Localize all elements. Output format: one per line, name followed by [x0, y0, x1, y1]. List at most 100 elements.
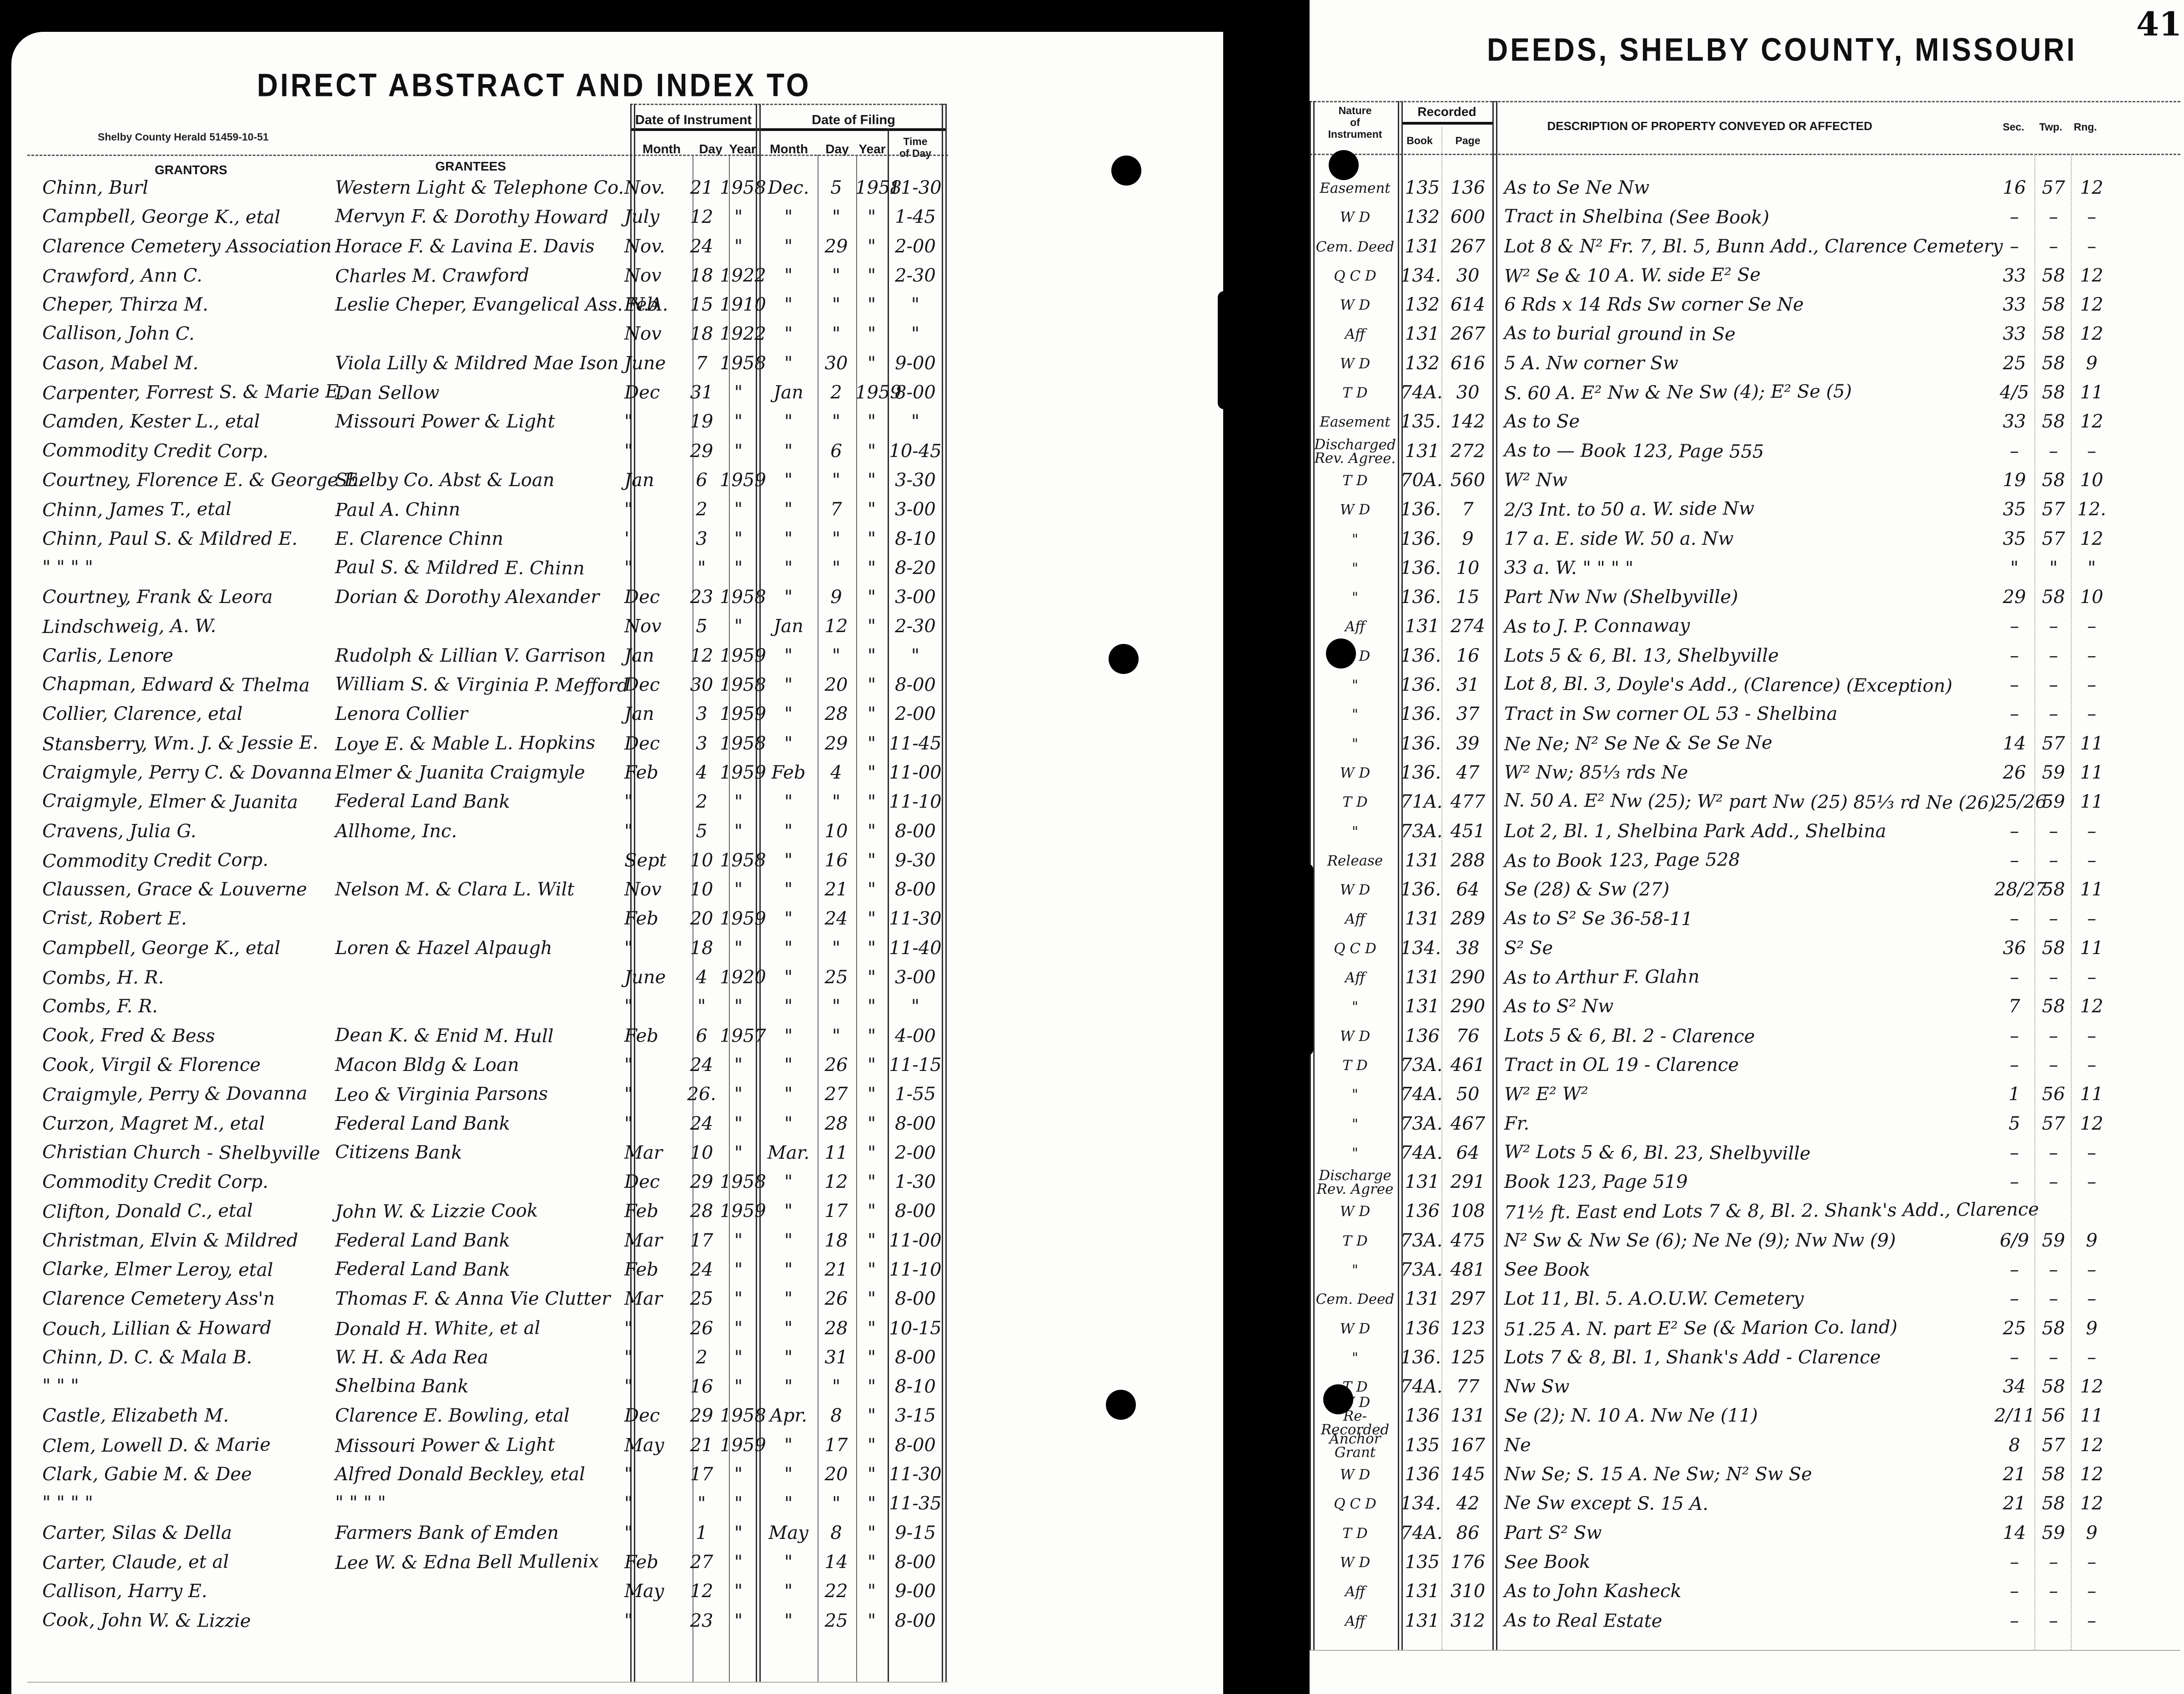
grantor-cell: Carter, Silas & Della — [42, 1522, 232, 1543]
book-cell: 136 — [1405, 1405, 1440, 1427]
table-row: Easement 135 136 As to Se Ne Nw 16 57 12 — [1310, 174, 2184, 203]
filing-month-cell: " — [784, 1581, 793, 1602]
book-cell: 74A. — [1400, 382, 1443, 403]
recorded-group-header: Recorded — [1417, 105, 1476, 119]
grantor-cell: Cason, Mabel M. — [42, 352, 199, 374]
rng-cell: 11 — [2080, 879, 2104, 900]
time-of-day-cell: 8-00 — [894, 1201, 936, 1222]
instrument-year-cell: " — [734, 1522, 743, 1543]
punch-hole — [1109, 644, 1139, 674]
table-row: Crist, Robert E. Feb 20 1959 " 24 " 11-3… — [11, 905, 1223, 934]
filing-day-cell: 25 — [824, 1610, 848, 1631]
grantee-cell: Viola Lilly & Mildred Mae Ison — [335, 352, 619, 374]
time-of-day-cell: 10-45 — [889, 440, 942, 462]
grantor-cell: Claussen, Grace & Louverne — [42, 879, 307, 900]
book-cell: 132 — [1405, 294, 1440, 316]
time-of-day-cell: 3-00 — [894, 498, 936, 520]
grantee-cell: Dan Sellow — [335, 382, 440, 404]
table-row: Aff 131 290 As to Arthur F. Glahn – – – — [1310, 963, 2184, 992]
column-rule — [2034, 154, 2035, 1650]
rng-cell: – — [2087, 1347, 2096, 1368]
sec-cell: 2/11 — [1994, 1405, 2035, 1427]
table-row: Commodity Credit Corp. Dec 29 1958 " 12 … — [11, 1168, 1223, 1197]
filing-day-cell: 7 — [830, 499, 842, 520]
instrument-month-cell: Sept — [624, 850, 667, 871]
table-row: W D 136 108 71½ ft. East end Lots 7 & 8,… — [1310, 1197, 2184, 1226]
rng-cell: 12 — [2080, 1464, 2104, 1485]
column-rule — [888, 128, 889, 1682]
book-cell: 136. — [1401, 704, 1441, 725]
table-row: Stansberry, Wm. J. & Jessie E. Loye E. &… — [11, 729, 1223, 759]
filing-day-cell: " — [832, 323, 841, 345]
filing-day-cell: 14 — [824, 1551, 848, 1573]
page-cell: 310 — [1450, 1581, 1486, 1602]
filing-day-cell: 21 — [824, 879, 848, 900]
table-row: Craigmyle, Elmer & Juanita Federal Land … — [11, 788, 1223, 817]
rng-column-header: Rng. — [2074, 121, 2097, 133]
instrument-day-cell: 3 — [696, 704, 708, 725]
page-cell: 42 — [1456, 1493, 1480, 1514]
book-cell: 132 — [1405, 206, 1440, 228]
table-row: Carter, Claude, et al Lee W. & Edna Bell… — [11, 1548, 1223, 1577]
page-cell: 176 — [1450, 1551, 1486, 1573]
filing-day-cell: " — [832, 1025, 841, 1046]
filing-day-cell: 29 — [824, 236, 848, 257]
instrument-year-cell: 1958 — [719, 850, 766, 871]
twp-cell: – — [2049, 820, 2058, 842]
book-cell: 131 — [1405, 908, 1440, 930]
sec-cell: – — [2009, 966, 2019, 988]
book-cell: 73A. — [1401, 1054, 1443, 1076]
twp-cell: 57 — [2042, 499, 2065, 520]
table-row: " 136. 31 Lot 8, Bl. 3, Doyle's Add., (C… — [1310, 671, 2184, 700]
time-of-day-cell: 2-00 — [895, 704, 936, 725]
twp-cell: 57 — [2042, 528, 2065, 549]
filing-year-cell: " — [867, 937, 876, 959]
nature-of-instrument-cell: Aff — [1345, 911, 1366, 928]
table-row: Clarke, Elmer Leroy, etal Federal Land B… — [11, 1256, 1223, 1285]
instrument-month-cell: Dec — [624, 674, 660, 696]
filing-day-cell: " — [832, 557, 841, 578]
time-of-day-cell: 1-30 — [895, 1171, 936, 1193]
nature-of-instrument-cell: " — [1351, 1349, 1359, 1366]
time-of-day-cell: 8-00 — [894, 382, 936, 403]
table-row: T D 73A. 475 N² Sw & Nw Se (6); Ne Ne (9… — [1310, 1227, 2184, 1256]
table-row: Cem. Deed 131 267 Lot 8 & N² Fr. 7, Bl. … — [1310, 232, 2184, 261]
filing-month-cell: " — [784, 469, 793, 491]
grantee-cell: Mervyn F. & Dorothy Howard — [335, 206, 609, 228]
twp-cell: 58 — [2042, 1376, 2065, 1397]
rng-cell: – — [2087, 850, 2097, 871]
grantor-cell: Couch, Lillian & Howard — [42, 1317, 272, 1340]
filing-month-cell: " — [784, 1288, 793, 1310]
rng-cell: 12 — [2080, 294, 2104, 316]
description-cell: Fr. — [1504, 1113, 1530, 1134]
time-of-day-cell: 2-30 — [894, 265, 936, 287]
filing-month-cell: " — [784, 557, 793, 578]
rng-cell: – — [2087, 1025, 2097, 1046]
grantors-column-header: GRANTORS — [155, 163, 227, 177]
instrument-day-cell: 29 — [690, 1405, 713, 1427]
description-cell: As to Se — [1504, 411, 1580, 432]
table-row: Aff 131 310 As to John Kasheck – – – — [1310, 1577, 2184, 1606]
filing-year-cell: " — [867, 265, 876, 286]
twp-cell: 58 — [2042, 1317, 2065, 1339]
rng-cell: – — [2087, 908, 2097, 930]
filing-month-cell: " — [784, 587, 793, 608]
page-cell: 267 — [1450, 236, 1486, 257]
filing-year-cell: " — [867, 645, 876, 666]
twp-cell: – — [2048, 440, 2058, 462]
time-of-day-cell: 8-00 — [894, 1434, 936, 1456]
description-cell: Tract in Sw corner OL 53 - Shelbina — [1504, 704, 1838, 725]
twp-cell: – — [2049, 1288, 2058, 1310]
book-cell: 131 — [1405, 616, 1440, 637]
filing-month-cell: " — [784, 1025, 793, 1046]
filing-month-cell: " — [784, 236, 793, 257]
instrument-month-cell: Feb — [624, 1259, 658, 1281]
page-cell: 290 — [1450, 996, 1486, 1017]
time-of-day-cell: 8-10 — [895, 528, 936, 549]
filing-month-cell: " — [784, 265, 793, 286]
rng-cell: – — [2087, 820, 2096, 842]
column-rule — [945, 104, 947, 1682]
page-cell: 614 — [1450, 294, 1486, 316]
grantee-cell: Missouri Power & Light — [335, 1434, 555, 1457]
grantee-cell: Alfred Donald Beckley, etal — [335, 1464, 585, 1485]
